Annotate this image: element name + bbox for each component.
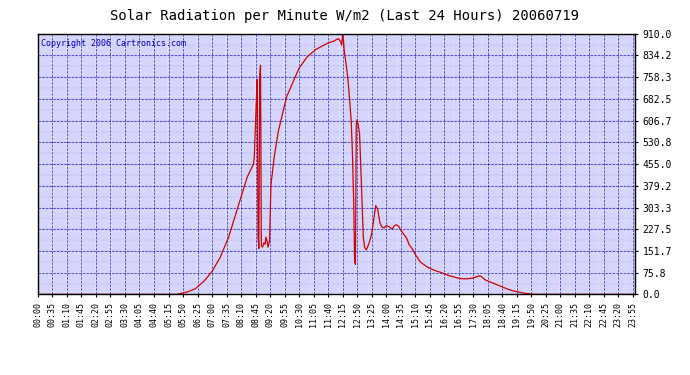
Text: Copyright 2006 Cartronics.com: Copyright 2006 Cartronics.com: [41, 39, 186, 48]
Text: Solar Radiation per Minute W/m2 (Last 24 Hours) 20060719: Solar Radiation per Minute W/m2 (Last 24…: [110, 9, 580, 23]
